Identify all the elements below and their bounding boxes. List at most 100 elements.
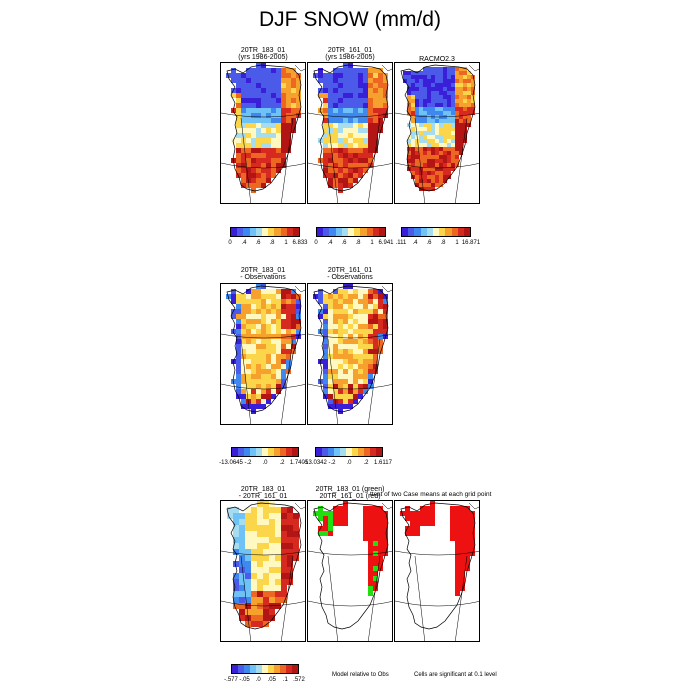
- grid-cell: [423, 119, 427, 123]
- grid-cell: [455, 75, 459, 79]
- grid-cell: [459, 123, 463, 127]
- grid-cell: [368, 118, 373, 123]
- grid-cell: [353, 133, 358, 138]
- grid-cell: [281, 93, 286, 98]
- grid-cell: [451, 75, 455, 79]
- colorbar-swatch: [414, 228, 421, 236]
- grid-cell: [276, 68, 281, 73]
- grid-cell: [368, 289, 373, 294]
- grid-cell: [271, 354, 276, 359]
- grid-cell: [455, 111, 459, 115]
- grid-cell: [338, 349, 343, 354]
- grid-cell: [378, 521, 383, 526]
- grid-cell: [241, 143, 246, 148]
- colorbar-tick-label: -.2: [328, 460, 336, 466]
- grid-cell: [251, 108, 256, 113]
- grid-cell: [287, 507, 293, 513]
- grid-cell: [465, 521, 470, 526]
- grid-cell: [328, 153, 333, 158]
- grid-cell: [328, 123, 333, 128]
- grid-cell: [465, 516, 470, 521]
- grid-cell: [246, 389, 251, 394]
- grid-cell: [455, 159, 459, 163]
- grid-cell: [256, 359, 261, 364]
- grid-cell: [439, 171, 443, 175]
- grid-cell: [257, 561, 263, 567]
- grid-cell: [439, 79, 443, 83]
- grid-cell: [246, 359, 251, 364]
- grid-cell: [378, 551, 383, 556]
- grid-cell: [251, 319, 256, 324]
- grid-cell: [358, 304, 363, 309]
- grid-cell: [463, 135, 467, 139]
- grid-cell: [328, 394, 333, 399]
- grid-cell: [343, 511, 348, 516]
- grid-cell: [256, 374, 261, 379]
- grid-cell: [333, 329, 338, 334]
- grid-cell: [231, 299, 236, 304]
- grid-cell: [241, 364, 246, 369]
- grid-cell: [353, 113, 358, 118]
- grid-cell: [263, 543, 269, 549]
- grid-cell: [338, 516, 343, 521]
- grid-cell: [427, 123, 431, 127]
- grid-cell: [257, 555, 263, 561]
- grid-cell: [368, 309, 373, 314]
- grid-cell: [363, 128, 368, 133]
- grid-cell: [353, 78, 358, 83]
- grid-cell: [241, 344, 246, 349]
- grid-cell: [431, 167, 435, 171]
- grid-cell: [415, 167, 419, 171]
- colorbar-swatch: [366, 228, 373, 236]
- grid-cell: [460, 561, 465, 566]
- grid-cell: [333, 153, 338, 158]
- grid-cell: [455, 127, 459, 131]
- grid-cell: [363, 68, 368, 73]
- grid-cell: [363, 389, 368, 394]
- grid-cell: [269, 513, 275, 519]
- grid-cell: [415, 163, 419, 167]
- grid-cell: [383, 83, 388, 88]
- grid-cell: [257, 567, 263, 573]
- grid-cell: [338, 143, 343, 148]
- grid-cell: [266, 148, 271, 153]
- grid-cell: [443, 95, 447, 99]
- grid-cell: [333, 108, 338, 113]
- grid-cell: [241, 309, 246, 314]
- grid-cell: [261, 133, 266, 138]
- grid-cell: [293, 537, 299, 543]
- grid-cell: [439, 91, 443, 95]
- grid-cell: [343, 133, 348, 138]
- grid-cell: [423, 103, 427, 107]
- grid-cell: [353, 118, 358, 123]
- colorbar-swatch: [280, 665, 286, 673]
- grid-cell: [241, 339, 246, 344]
- grid-cell: [276, 344, 281, 349]
- grid-cell: [281, 344, 286, 349]
- grid-cell: [358, 369, 363, 374]
- panel-label-r3c1: 20TR_183_01- 20TR_161_01: [238, 486, 288, 500]
- colorbar-r3c1: [231, 664, 299, 674]
- grid-cell: [415, 131, 419, 135]
- grid-cell: [251, 309, 256, 314]
- grid-cell: [373, 319, 378, 324]
- grid-cell: [276, 138, 281, 143]
- grid-cell: [368, 516, 373, 521]
- grid-cell: [435, 71, 439, 75]
- grid-cell: [328, 163, 333, 168]
- grid-cell: [455, 95, 459, 99]
- grid-cell: [256, 404, 261, 409]
- grid-cell: [239, 543, 245, 549]
- grid-cell: [415, 179, 419, 183]
- grid-cell: [378, 299, 383, 304]
- grid-cell: [318, 299, 323, 304]
- grid-cell: [353, 309, 358, 314]
- grid-cell: [333, 359, 338, 364]
- grid-cell: [241, 304, 246, 309]
- grid-cell: [463, 111, 467, 115]
- grid-cell: [363, 304, 368, 309]
- grid-cell: [423, 171, 427, 175]
- grid-cell: [236, 389, 241, 394]
- colorbar-tick-label: 6.833: [292, 240, 308, 246]
- grid-cell: [459, 151, 463, 155]
